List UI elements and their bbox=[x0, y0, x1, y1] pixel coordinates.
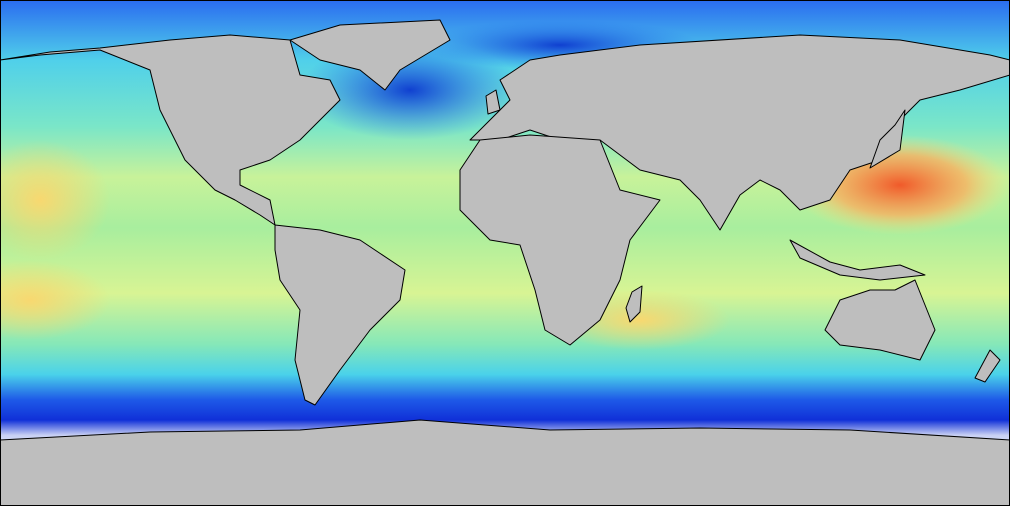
warm-anomaly bbox=[0, 140, 110, 260]
north-america bbox=[0, 34, 341, 226]
british-isles bbox=[485, 89, 501, 115]
warm-anomaly bbox=[0, 260, 110, 340]
japan bbox=[869, 109, 906, 169]
indonesia bbox=[789, 239, 926, 281]
antarctica bbox=[0, 419, 1010, 506]
australia bbox=[824, 279, 936, 361]
africa bbox=[459, 134, 661, 346]
south-america bbox=[274, 224, 406, 406]
madagascar bbox=[625, 285, 643, 323]
greenland bbox=[289, 19, 451, 91]
new-zealand bbox=[974, 349, 1001, 383]
